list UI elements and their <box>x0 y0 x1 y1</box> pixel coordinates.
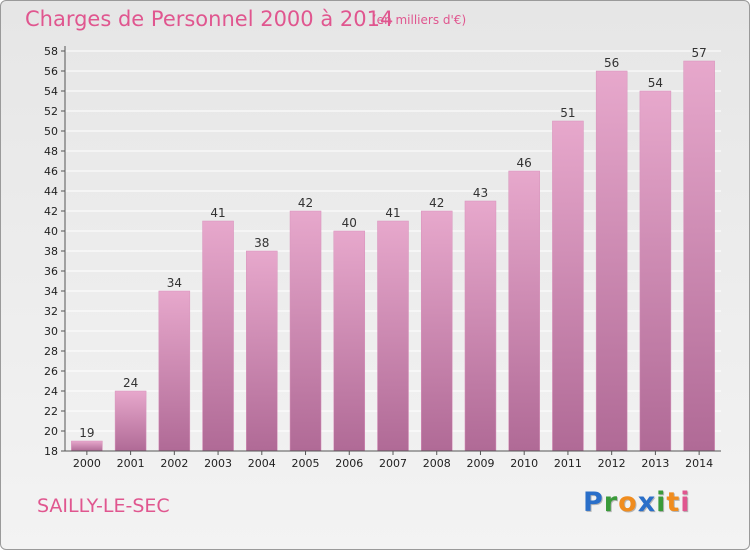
y-tick-label: 30 <box>44 325 58 338</box>
data-label: 51 <box>560 106 575 120</box>
y-tick-label: 20 <box>44 425 58 438</box>
commune-name: SAILLY-LE-SEC <box>37 495 170 517</box>
bar <box>552 120 584 452</box>
x-tick-label: 2001 <box>117 457 145 470</box>
logo-letter: i <box>680 487 691 518</box>
y-tick-label: 52 <box>44 105 58 118</box>
y-tick-label: 22 <box>44 405 58 418</box>
x-tick-label: 2007 <box>379 457 407 470</box>
x-tick-label: 2003 <box>204 457 232 470</box>
x-tick-label: 2000 <box>73 457 101 470</box>
data-label: 56 <box>604 56 619 70</box>
bar <box>202 220 234 452</box>
x-tick-label: 2005 <box>292 457 320 470</box>
y-tick-label: 34 <box>44 285 58 298</box>
data-label: 19 <box>79 426 94 440</box>
data-label: 38 <box>254 236 269 250</box>
logo-letter: i <box>656 487 667 518</box>
bar <box>71 440 103 452</box>
data-label: 46 <box>517 156 532 170</box>
data-label: 41 <box>210 206 225 220</box>
bar <box>377 220 409 452</box>
chart-title: Charges de Personnel 2000 à 2014 <box>25 7 394 31</box>
x-tick-label: 2010 <box>510 457 538 470</box>
y-tick-label: 48 <box>44 145 58 158</box>
proxiti-logo: Proxiti <box>583 487 691 518</box>
bar <box>683 60 715 452</box>
y-tick-label: 50 <box>44 125 58 138</box>
bar <box>333 230 366 452</box>
data-label: 42 <box>298 196 313 210</box>
x-tick-label: 2012 <box>598 457 626 470</box>
y-tick-label: 40 <box>44 225 58 238</box>
logo-letter: r <box>603 487 619 518</box>
y-tick-label: 46 <box>44 165 58 178</box>
data-label: 24 <box>123 376 138 390</box>
bar <box>158 290 191 452</box>
y-tick-label: 44 <box>44 185 58 198</box>
data-label: 42 <box>429 196 444 210</box>
logo-letter: t <box>666 487 681 518</box>
y-tick-label: 24 <box>44 385 58 398</box>
data-label: 54 <box>648 76 663 90</box>
y-tick-label: 42 <box>44 205 58 218</box>
y-tick-label: 18 <box>44 445 58 458</box>
logo-letter: o <box>618 487 638 518</box>
x-tick-label: 2008 <box>423 457 451 470</box>
data-label: 40 <box>342 216 357 230</box>
bar <box>420 210 453 452</box>
y-tick-label: 58 <box>44 45 58 58</box>
bar <box>114 390 147 452</box>
bar <box>246 250 278 452</box>
y-tick-label: 28 <box>44 345 58 358</box>
x-tick-label: 2009 <box>466 457 494 470</box>
data-label: 41 <box>385 206 400 220</box>
y-tick-label: 32 <box>44 305 58 318</box>
y-tick-label: 38 <box>44 245 58 258</box>
data-label: 57 <box>691 46 706 60</box>
bar <box>595 70 628 452</box>
x-tick-label: 2002 <box>160 457 188 470</box>
y-tick-label: 56 <box>44 65 58 78</box>
x-tick-label: 2006 <box>335 457 363 470</box>
data-label: 34 <box>167 276 182 290</box>
bar <box>508 170 540 452</box>
bar <box>639 90 672 452</box>
x-tick-label: 2014 <box>685 457 713 470</box>
y-tick-label: 36 <box>44 265 58 278</box>
x-tick-label: 2004 <box>248 457 276 470</box>
x-tick-label: 2011 <box>554 457 582 470</box>
y-tick-label: 54 <box>44 85 58 98</box>
y-tick-label: 26 <box>44 365 58 378</box>
logo-letter: P <box>583 487 604 518</box>
unit-note: (en milliers d'€) <box>372 13 467 27</box>
logo-letter: x <box>637 487 657 518</box>
x-tick-label: 2013 <box>641 457 669 470</box>
data-label: 43 <box>473 186 488 200</box>
bar <box>464 200 497 452</box>
bar <box>289 210 322 452</box>
